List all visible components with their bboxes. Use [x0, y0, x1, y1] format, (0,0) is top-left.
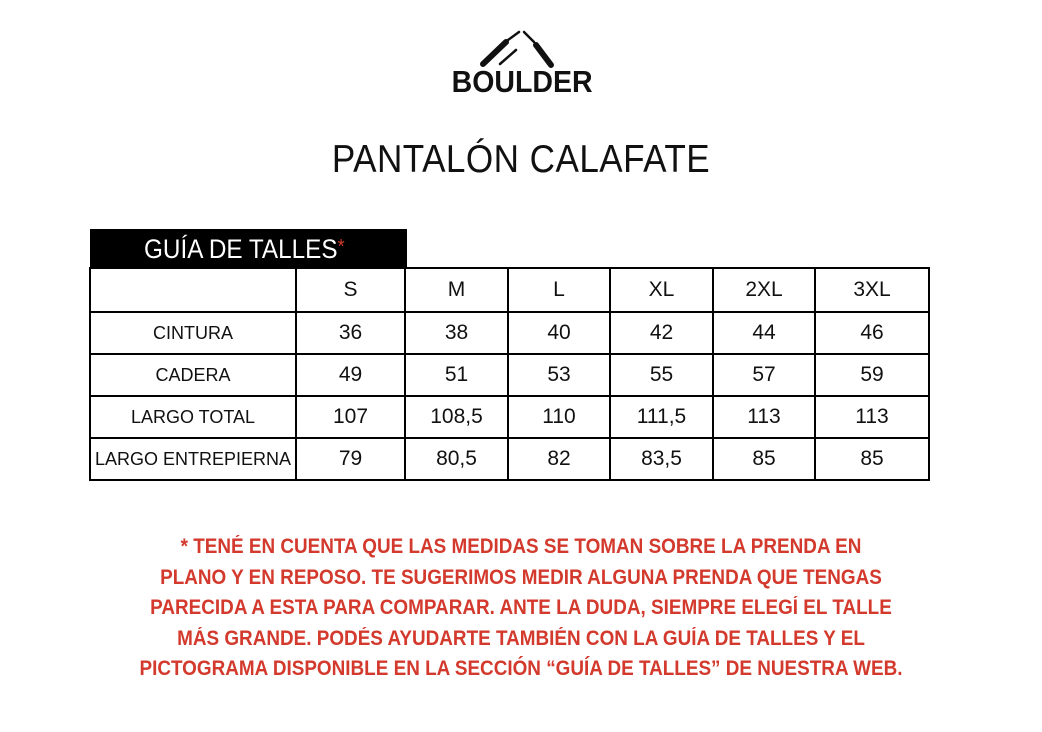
- brand-logo: BOULDER: [446, 28, 593, 100]
- size-header: S: [295, 267, 406, 313]
- note-line: PARECIDA A ESTA PARA COMPARAR. ANTE LA D…: [150, 596, 892, 619]
- page-title: PANTALÓN CALAFATE: [331, 138, 711, 181]
- table-cell: 51: [404, 353, 509, 397]
- table-cell: 36: [295, 311, 406, 355]
- table-cell: 46: [814, 311, 930, 355]
- logo-text: BOULDER: [451, 64, 593, 99]
- table-cell: 59: [814, 353, 930, 397]
- table-row: LARGO TOTAL 107 108,5 110 111,5 113 113: [89, 395, 930, 439]
- table-cell: 108,5: [404, 395, 509, 439]
- table-cell: 40: [507, 311, 611, 355]
- table-cell: 80,5: [404, 437, 509, 481]
- table-cell: 82: [507, 437, 611, 481]
- table-cell: 110: [507, 395, 611, 439]
- size-header: 3XL: [814, 267, 930, 313]
- note-line: PLANO Y EN REPOSO. TE SUGERIMOS MEDIR AL…: [160, 565, 882, 589]
- table-cell: 53: [507, 353, 611, 397]
- note-line: * TENÉ EN CUENTA QUE LAS MEDIDAS SE TOMA…: [180, 535, 862, 558]
- table-cell: 85: [814, 437, 930, 481]
- size-header: L: [507, 267, 611, 313]
- asterisk-mark: *: [337, 236, 345, 258]
- empty-header-cell: [89, 267, 297, 313]
- table-cell: 57: [712, 353, 816, 397]
- size-header: 2XL: [712, 267, 816, 313]
- size-guide-heading: GUÍA DE TALLES*: [90, 229, 407, 268]
- size-header: XL: [609, 267, 714, 313]
- size-header: M: [404, 267, 509, 313]
- size-header-row: S M L XL 2XL 3XL: [89, 267, 930, 313]
- measurement-note: * TENÉ EN CUENTA QUE LAS MEDIDAS SE TOMA…: [0, 532, 1042, 685]
- table-cell: 107: [295, 395, 406, 439]
- size-guide-heading-text: GUÍA DE TALLES: [144, 234, 338, 264]
- row-label: LARGO ENTREPIERNA: [89, 437, 297, 481]
- size-table: S M L XL 2XL 3XL CINTURA 36 38 40 42 44 …: [89, 267, 930, 481]
- table-cell: 42: [609, 311, 714, 355]
- table-cell: 111,5: [609, 395, 714, 439]
- table-cell: 83,5: [609, 437, 714, 481]
- table-cell: 38: [404, 311, 509, 355]
- row-label: LARGO TOTAL: [89, 395, 297, 439]
- mountain-icon: [480, 30, 554, 68]
- table-row: LARGO ENTREPIERNA 79 80,5 82 83,5 85 85: [89, 437, 930, 481]
- table-cell: 79: [295, 437, 406, 481]
- table-row: CADERA 49 51 53 55 57 59: [89, 353, 930, 397]
- table-cell: 44: [712, 311, 816, 355]
- row-label: CINTURA: [89, 311, 297, 355]
- note-line: MÁS GRANDE. PODÉS AYUDARTE TAMBIÉN CON L…: [177, 626, 865, 650]
- table-cell: 113: [712, 395, 816, 439]
- table-cell: 49: [295, 353, 406, 397]
- table-row: CINTURA 36 38 40 42 44 46: [89, 311, 930, 355]
- note-line: PICTOGRAMA DISPONIBLE EN LA SECCIÓN “GUÍ…: [139, 657, 903, 680]
- table-cell: 55: [609, 353, 714, 397]
- row-label: CADERA: [89, 353, 297, 397]
- table-cell: 113: [814, 395, 930, 439]
- table-cell: 85: [712, 437, 816, 481]
